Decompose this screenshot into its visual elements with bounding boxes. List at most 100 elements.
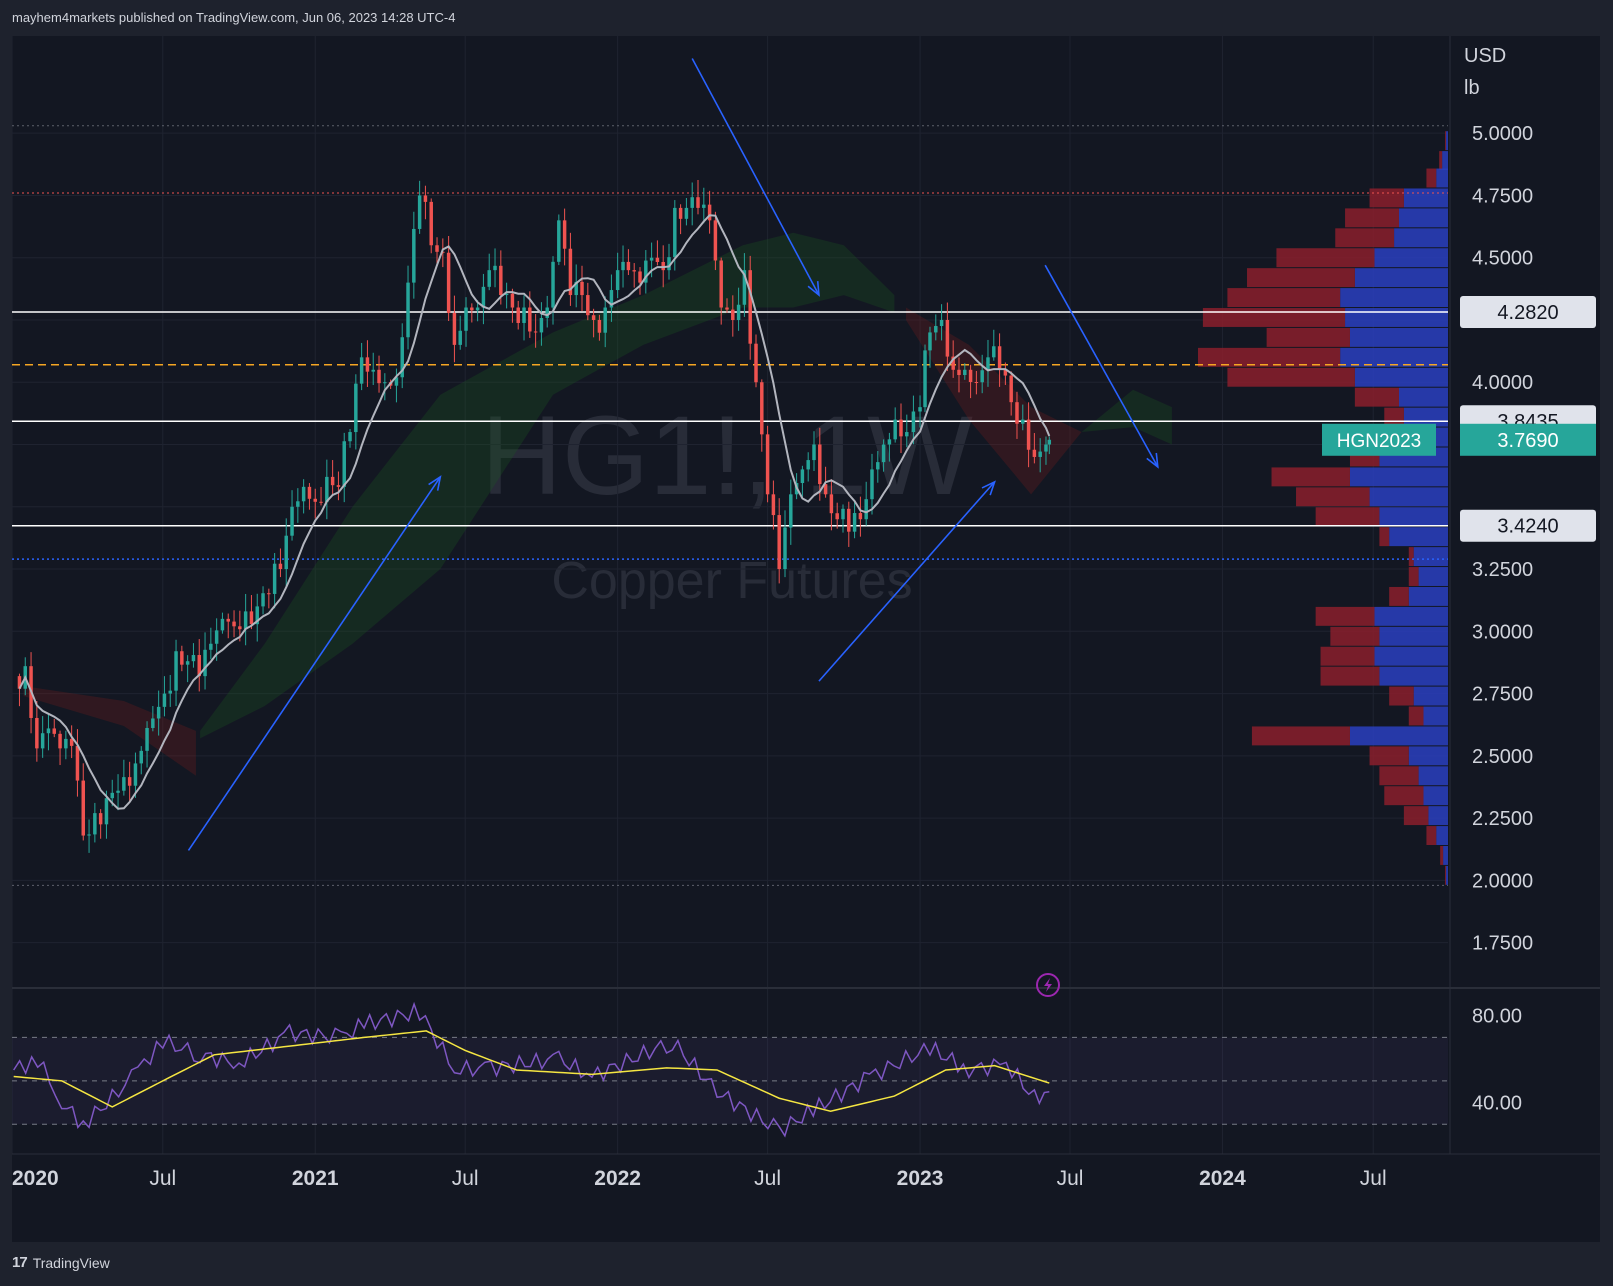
- candle-body: [359, 357, 364, 384]
- candle-body: [800, 469, 805, 484]
- candle-body: [545, 307, 549, 318]
- profile-bar-up: [1418, 766, 1448, 786]
- profile-bar-up: [1446, 131, 1448, 151]
- candle-body: [122, 777, 126, 791]
- candle-body: [609, 290, 614, 308]
- candle-body: [180, 651, 184, 665]
- trend-arrow[interactable]: [818, 481, 996, 682]
- candle-body: [725, 307, 729, 310]
- cloud-red: [23, 686, 196, 776]
- price-axis-unit: lb: [1464, 77, 1480, 99]
- candle-body: [968, 369, 973, 383]
- price-axis[interactable]: USD lb 5.0000 4.7500 4.5000 4.0000 3.2500 3.000…: [1322, 45, 1596, 955]
- profile-bar-down: [1198, 347, 1341, 367]
- trend-arrow-head: [428, 475, 442, 491]
- candle-body: [905, 432, 909, 437]
- price-tick-label: 3.0000: [1472, 621, 1533, 643]
- candle-body: [17, 676, 22, 689]
- profile-bar-up: [1374, 646, 1448, 666]
- candle-body: [638, 271, 642, 283]
- profile-bar-up: [1408, 746, 1448, 766]
- candle-body: [1021, 419, 1025, 424]
- candle-body: [823, 484, 828, 495]
- profile-bar-up: [1413, 547, 1448, 567]
- profile-bar-up: [1354, 268, 1448, 288]
- profile-bar-down: [1354, 387, 1399, 407]
- candle-body: [232, 621, 236, 627]
- price-tick-label: 4.0000: [1472, 372, 1533, 394]
- name-watermark: Copper Futures: [551, 552, 912, 610]
- candle-body: [412, 228, 416, 283]
- price-tick-label: 2.7500: [1472, 684, 1533, 706]
- candle-body: [417, 195, 422, 229]
- candle-body: [313, 498, 317, 502]
- candle-body: [191, 655, 196, 662]
- alert-icon[interactable]: [1036, 973, 1060, 997]
- candle-body: [980, 370, 984, 383]
- candle-body: [615, 270, 620, 291]
- candle-body: [591, 315, 596, 320]
- candle-body: [296, 501, 300, 507]
- trend-arrow[interactable]: [1044, 264, 1159, 468]
- chart-frame[interactable]: HG1!, 1W Copper Futures USD lb 5.0000 4.750…: [12, 36, 1600, 1242]
- profile-bar-down: [1315, 507, 1380, 527]
- profile-bar-down: [1330, 626, 1380, 646]
- profile-bar-down: [1389, 586, 1409, 606]
- candle-body: [621, 261, 625, 271]
- profile-bar-down: [1379, 527, 1390, 547]
- profile-bar-down: [1408, 706, 1424, 726]
- candle-body: [98, 813, 103, 825]
- candle-body: [690, 197, 694, 208]
- candle-body: [290, 506, 294, 536]
- price-tick-label: 2.2500: [1472, 808, 1533, 830]
- price-tick-label: 4.5000: [1472, 248, 1533, 270]
- volume-profile-layer: [1198, 131, 1448, 885]
- candle-body: [278, 563, 283, 570]
- trend-arrows-layer[interactable]: [187, 58, 1159, 851]
- candle-body: [742, 270, 747, 305]
- rsi-tick-label: 40.00: [1472, 1093, 1522, 1115]
- moving-average-line: [18, 214, 1051, 810]
- price-tick-label: 2.5000: [1472, 746, 1533, 768]
- price-tick-label: 5.0000: [1472, 123, 1533, 145]
- candle-body: [806, 460, 810, 470]
- footer-brand[interactable]: 17 TradingView: [12, 1254, 110, 1271]
- level-price-tag: [1460, 296, 1596, 329]
- time-tick-label: 2022: [594, 1167, 641, 1190]
- candle-body: [702, 204, 706, 208]
- time-tick-label: 2021: [292, 1167, 339, 1190]
- rsi-pane[interactable]: 80.00 40.00: [12, 1001, 1522, 1138]
- profile-bar-down: [1369, 188, 1404, 208]
- profile-bar-up: [1443, 846, 1448, 865]
- candle-body: [267, 593, 271, 595]
- candle-body: [841, 508, 845, 520]
- candle-body: [81, 780, 85, 836]
- profile-bar-up: [1340, 347, 1448, 367]
- chart-canvas[interactable]: HG1!, 1W Copper Futures USD lb 5.0000 4.750…: [12, 36, 1600, 1242]
- candle-body: [847, 508, 851, 532]
- trend-arrow[interactable]: [691, 58, 820, 296]
- trend-arrow[interactable]: [187, 476, 442, 851]
- candle-body: [911, 411, 916, 433]
- candle-body: [348, 432, 352, 442]
- candle-body: [783, 527, 787, 570]
- time-tick-label: Jul: [149, 1167, 176, 1190]
- candle-body: [974, 382, 979, 384]
- candle-body: [864, 499, 868, 520]
- time-tick-label: Jul: [1360, 1167, 1387, 1190]
- candle-body: [516, 307, 520, 323]
- candle-body: [243, 611, 248, 630]
- candle-body: [986, 357, 990, 371]
- time-tick-label: 2023: [897, 1167, 944, 1190]
- candle-body: [104, 798, 109, 825]
- time-axis[interactable]: 2020 Jul 2021 Jul 2022 Jul 2023 Jul 2024 Jul: [12, 1167, 1387, 1190]
- candle-body: [226, 618, 230, 622]
- horizontal-levels-layer[interactable]: [12, 125, 1448, 886]
- profile-bar-up: [1403, 407, 1448, 427]
- profile-bar-down: [1227, 288, 1341, 308]
- candle-body: [731, 309, 735, 320]
- profile-bar-up: [1345, 308, 1448, 327]
- candle-body: [1038, 451, 1042, 457]
- profile-bar-up: [1413, 686, 1448, 706]
- candle-body: [684, 207, 689, 219]
